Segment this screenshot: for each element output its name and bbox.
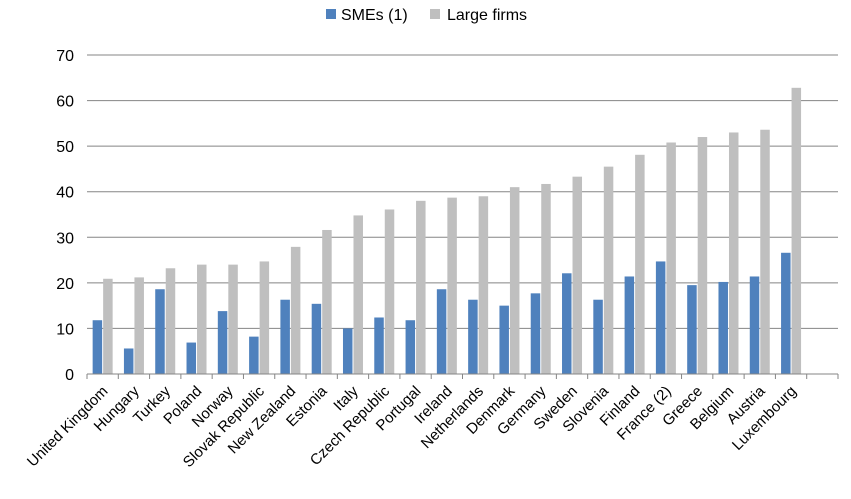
bar-smes-slovak-republic: [249, 336, 259, 374]
bar-large-firms-belgium: [728, 132, 739, 374]
bar-smes-united-kingdom: [92, 320, 103, 374]
bar-smes-poland: [186, 342, 197, 374]
bar-large-firms-germany: [541, 183, 551, 374]
bar-large-firms-greece: [697, 137, 708, 374]
bar-smes-belgium: [718, 281, 728, 374]
y-tick-label-30: 30: [56, 230, 74, 247]
bar-smes-slovenia: [593, 299, 603, 374]
gridlines: [87, 54, 838, 329]
y-axis-tick-labels: 0 10 20 30 40 50 60 70: [56, 48, 74, 384]
bar-large-firms-finland: [635, 154, 645, 374]
bar-smes-germany: [530, 293, 541, 374]
bar-smes-hungary: [123, 348, 134, 374]
legend-label-smes: SMEs (1): [341, 7, 408, 24]
bar-large-firms-norway: [228, 264, 238, 374]
bar-smes-finland: [624, 276, 635, 374]
x-axis: [86, 373, 839, 379]
bar-smes-ireland: [436, 289, 447, 374]
y-tick-label-50: 50: [56, 139, 74, 156]
bar-large-firms-czech-republic: [384, 209, 395, 374]
legend: SMEs (1) Large firms: [326, 7, 527, 24]
bar-large-firms-hungary: [134, 277, 144, 374]
y-tick-label-10: 10: [56, 321, 74, 338]
bar-large-firms-slovenia: [603, 166, 614, 374]
bar-large-firms-denmark: [509, 187, 520, 374]
bar-large-firms-sweden: [572, 176, 583, 374]
bar-large-firms-luxembourg: [791, 87, 802, 374]
bar-smes-luxembourg: [781, 252, 791, 374]
bar-smes-denmark: [499, 305, 509, 374]
bar-smes-greece: [687, 285, 697, 374]
bar-large-firms-slovak-republic: [259, 261, 270, 374]
bar-smes-estonia: [311, 303, 322, 374]
bar-large-firms-netherlands: [478, 196, 489, 374]
y-tick-label-20: 20: [56, 276, 74, 293]
bar-large-firms-turkey: [165, 268, 176, 374]
y-tick-label-60: 60: [56, 94, 74, 111]
bar-large-firms-austria: [760, 129, 770, 374]
bar-smes-netherlands: [468, 299, 478, 374]
bar-smes-france-2: [655, 261, 666, 374]
y-tick-label-40: 40: [56, 185, 74, 202]
bar-smes-austria: [749, 276, 760, 374]
bar-smes-sweden: [562, 273, 572, 374]
bar-smes-turkey: [155, 289, 165, 374]
legend-swatch-large-firms: [430, 9, 440, 19]
bar-large-firms-portugal: [416, 200, 426, 374]
bar-smes-portugal: [405, 320, 416, 374]
bar-large-firms-ireland: [447, 197, 457, 374]
y-tick-label-70: 70: [56, 48, 74, 65]
bar-large-firms-new-zealand: [290, 246, 301, 374]
bar-smes-norway: [217, 311, 228, 374]
bar-large-firms-estonia: [322, 229, 332, 374]
bar-smes-czech-republic: [374, 317, 384, 374]
bar-smes-new-zealand: [280, 299, 290, 374]
bar-large-firms-italy: [353, 215, 363, 374]
bar-large-firms-poland: [197, 264, 207, 374]
y-tick-label-0: 0: [65, 367, 74, 384]
bar-smes-italy: [342, 328, 353, 374]
legend-label-large-firms: Large firms: [447, 7, 527, 24]
legend-swatch-smes: [326, 9, 336, 19]
x-axis-category-labels: United KingdomHungaryTurkeyPolandNorwayS…: [24, 382, 800, 471]
bar-large-firms-united-kingdom: [103, 278, 113, 374]
bar-series: [92, 87, 802, 374]
bar-large-firms-france-2: [666, 142, 676, 374]
